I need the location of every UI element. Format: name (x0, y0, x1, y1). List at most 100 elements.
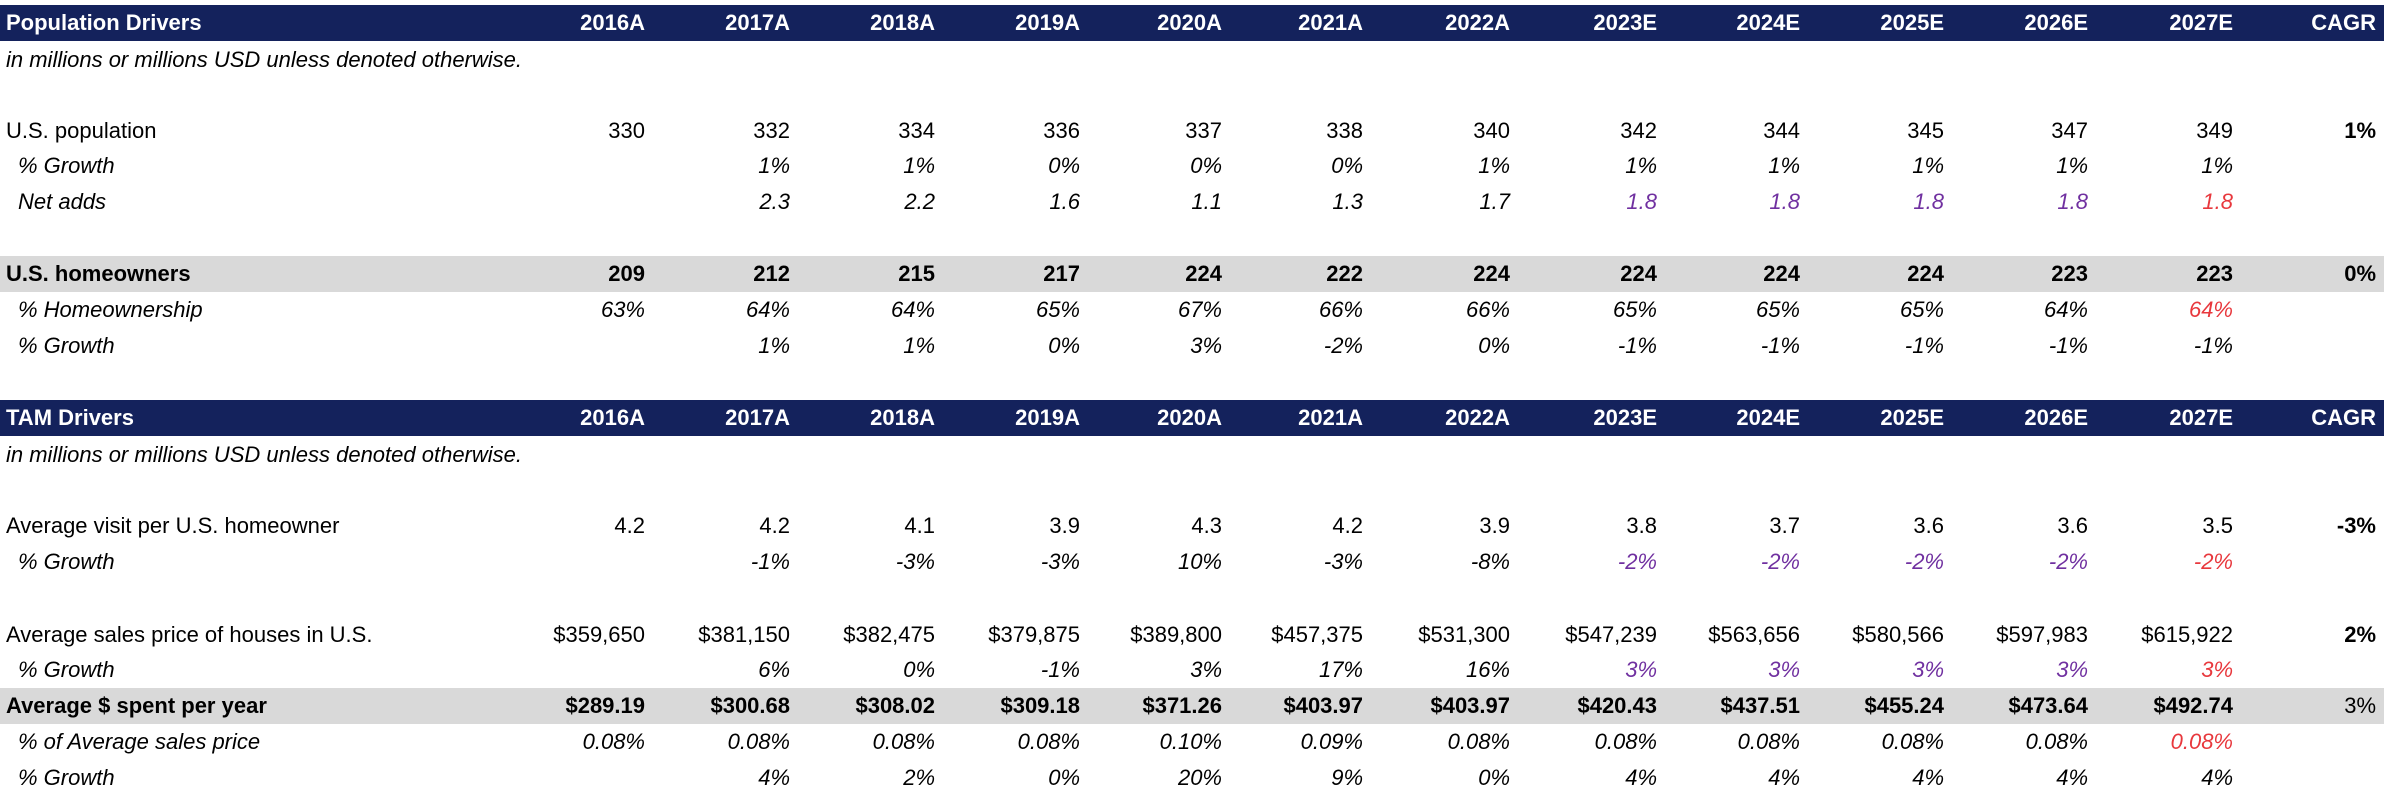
avg-price-value: $382,475 (843, 622, 935, 647)
tam-note-row: in millions or millions USD unless denot… (0, 437, 2384, 473)
net-adds-value: 2.2 (904, 189, 935, 214)
homeowners-value: 215 (898, 261, 935, 286)
year-header-2022A: 2022A (1445, 10, 1510, 35)
homeowners-value: 224 (1185, 261, 1222, 286)
tam-header-row: TAM Drivers 2016A 2017A 2018A 2019A 2020A 2021… (0, 400, 2384, 436)
avg-spent-cagr: 3% (2344, 693, 2376, 718)
pop-growth-value: 0% (1331, 153, 1363, 178)
homeownership-value: 65% (1612, 297, 1657, 322)
homeowners-value: 212 (753, 261, 790, 286)
avg-visit-value: 3.6 (2057, 513, 2088, 538)
avg-spent-value: $492.74 (2153, 693, 2233, 718)
us-population-value: 330 (608, 118, 645, 143)
pop-growth-value: 0% (1048, 153, 1080, 178)
price-growth-value: -1% (1040, 657, 1080, 682)
year-header-2019A: 2019A (1015, 10, 1080, 35)
pop-growth-value: 1% (1912, 153, 1944, 178)
pop-growth-label: % Growth (18, 153, 115, 178)
year-header-2018A: 2018A (870, 10, 935, 35)
avg-visit-value: 4.2 (614, 513, 645, 538)
year-header-2021A: 2021A (1298, 405, 1363, 430)
spent-growth-value: 0% (1478, 765, 1510, 790)
visit-growth-value: -1% (750, 549, 790, 574)
year-header-2022A: 2022A (1445, 405, 1510, 430)
year-header-2025E: 2025E (1880, 405, 1944, 430)
visit-growth-value: -2% (2048, 549, 2088, 574)
avg-price-value: $381,150 (698, 622, 790, 647)
us-population-cagr: 1% (2344, 118, 2376, 143)
ho-growth-value: -1% (1904, 333, 1944, 358)
ho-growth-value: -1% (1760, 333, 1800, 358)
visit-growth-value (505, 544, 645, 580)
year-header-2024E: 2024E (1736, 10, 1800, 35)
price-growth-value: 6% (758, 657, 790, 682)
avg-spent-value: $371.26 (1142, 693, 1222, 718)
homeowners-row: U.S. homeowners 209 212 215 217 224 222 224 224 2… (0, 256, 2384, 292)
homeownership-value: 64% (745, 297, 790, 322)
us-population-value: 332 (753, 118, 790, 143)
year-header-2019A: 2019A (1015, 405, 1080, 430)
net-adds-value: 1.7 (1479, 189, 1510, 214)
year-header-2023E: 2023E (1593, 405, 1657, 430)
avg-price-cagr: 2% (2344, 622, 2376, 647)
pop-growth-value: 1% (1478, 153, 1510, 178)
spent-growth-value: 4% (758, 765, 790, 790)
ho-growth-value: -1% (2193, 333, 2233, 358)
year-header-2021A: 2021A (1298, 10, 1363, 35)
net-adds-value: 1.3 (1332, 189, 1363, 214)
homeowners-value: 209 (608, 261, 645, 286)
pct-of-price-value: 0.10% (1159, 729, 1222, 754)
pct-of-price-value: 0.08% (2170, 729, 2233, 754)
price-growth-value: 3% (2201, 657, 2233, 682)
homeowners-value: 223 (2051, 261, 2088, 286)
price-growth-value: 0% (903, 657, 935, 682)
year-header-2027E: 2027E (2169, 10, 2233, 35)
ho-growth-value: 3% (1190, 333, 1222, 358)
year-header-2017A: 2017A (725, 10, 790, 35)
homeownership-value: 64% (2188, 297, 2233, 322)
ho-growth-value: -2% (1323, 333, 1363, 358)
us-population-value: 344 (1763, 118, 1800, 143)
tam-section-title: TAM Drivers (6, 405, 134, 430)
avg-price-label: Average sales price of houses in U.S. (6, 622, 373, 647)
homeownership-value: 65% (1899, 297, 1944, 322)
visit-growth-value: -2% (1760, 549, 1800, 574)
price-growth-label: % Growth (18, 657, 115, 682)
net-adds-value: 1.8 (2202, 189, 2233, 214)
ho-growth-label: % Growth (18, 333, 115, 358)
avg-price-value: $615,922 (2141, 622, 2233, 647)
visit-growth-row: % Growth -1% -3% -3% 10% -3% -8% -2% -2% -2% -2% -2… (0, 544, 2384, 580)
cagr-header: CAGR (2311, 405, 2376, 430)
homeowners-value: 224 (1473, 261, 1510, 286)
avg-spent-value: $420.43 (1577, 693, 1657, 718)
us-population-value: 349 (2196, 118, 2233, 143)
avg-visit-value: 3.7 (1769, 513, 1800, 538)
net-adds-value: 2.3 (759, 189, 790, 214)
us-population-value: 342 (1620, 118, 1657, 143)
homeownership-row: % Homeownership 63% 64% 64% 65% 67% 66% 66% 65% 6… (0, 292, 2384, 328)
avg-visit-cagr: -3% (2336, 513, 2376, 538)
visit-growth-value: -3% (1040, 549, 1080, 574)
price-growth-value: 17% (1318, 657, 1363, 682)
spent-growth-value: 4% (1625, 765, 1657, 790)
year-header-2020A: 2020A (1157, 405, 1222, 430)
visit-growth-value: -3% (895, 549, 935, 574)
pct-of-price-label: % of Average sales price (18, 729, 261, 754)
homeowners-value: 223 (2196, 261, 2233, 286)
homeowners-value: 222 (1326, 261, 1363, 286)
homeownership-value: 67% (1177, 297, 1222, 322)
visit-growth-value: -8% (1470, 549, 1510, 574)
avg-spent-row: Average $ spent per year $289.19 $300.68 $3… (0, 688, 2384, 724)
price-growth-value: 3% (1190, 657, 1222, 682)
avg-visit-value: 4.2 (759, 513, 790, 538)
homeownership-value: 65% (1035, 297, 1080, 322)
pct-of-price-value: 0.08% (1881, 729, 1944, 754)
avg-spent-value: $473.64 (2008, 693, 2088, 718)
price-growth-value: 16% (1465, 657, 1510, 682)
homeowners-value: 224 (1620, 261, 1657, 286)
spent-growth-value: 9% (1331, 765, 1363, 790)
year-header-2023E: 2023E (1593, 10, 1657, 35)
avg-visit-value: 4.1 (904, 513, 935, 538)
year-header-2026E: 2026E (2024, 10, 2088, 35)
pct-of-price-value: 0.08% (582, 729, 645, 754)
